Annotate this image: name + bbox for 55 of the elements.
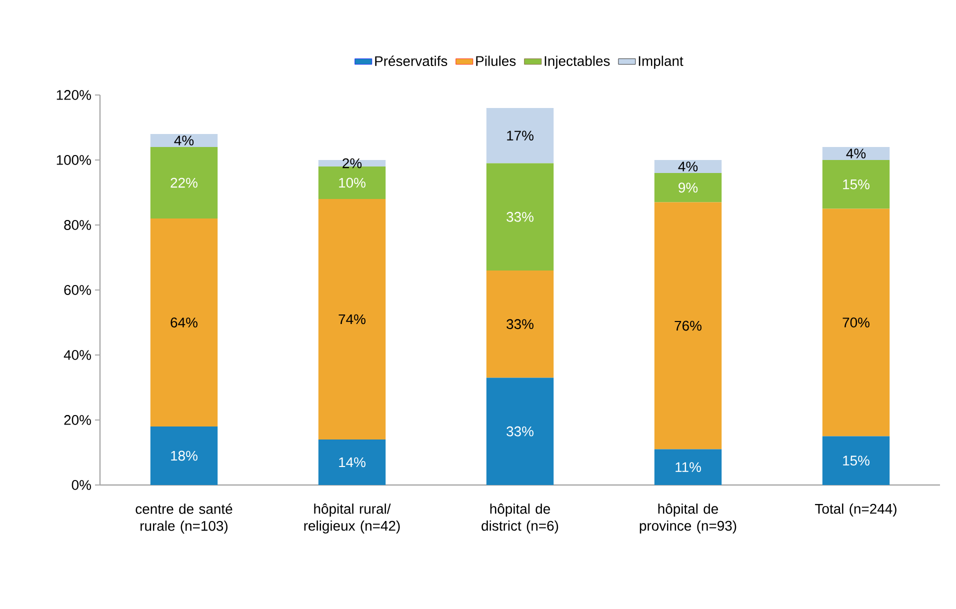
- bar: [654, 172, 722, 202]
- bar: [486, 108, 554, 164]
- data-label: 74%: [338, 314, 366, 324]
- data-label: 15%: [843, 456, 870, 466]
- bar: [822, 208, 890, 436]
- data-label: 64%: [170, 318, 198, 328]
- y-tick-label: 80%: [64, 220, 91, 230]
- x-tick-label: hôpital de province (n=93): [640, 504, 736, 534]
- data-label: 9%: [678, 182, 698, 193]
- data-label: 4%: [678, 162, 698, 172]
- bar: [822, 146, 890, 160]
- data-label: 18%: [171, 450, 198, 461]
- data-label: 15%: [843, 179, 870, 190]
- bar: [654, 449, 722, 485]
- data-label: 17%: [507, 130, 534, 140]
- bar: [486, 163, 554, 270]
- y-tick-label: 0%: [72, 480, 91, 490]
- x-tick-label: hôpital rural/ religieux (n=42): [304, 504, 400, 534]
- data-label: 2%: [342, 158, 362, 168]
- y-tick-label: 40%: [64, 350, 91, 360]
- bar: [150, 426, 218, 485]
- data-label: 11%: [676, 462, 701, 472]
- y-tick-label: 60%: [64, 285, 91, 295]
- data-label: 33%: [506, 212, 534, 222]
- x-tick-label: hôpital de district (n=6): [482, 504, 558, 534]
- bar: [318, 160, 386, 166]
- bar: [150, 218, 218, 426]
- data-label: 4%: [174, 136, 194, 146]
- data-label: 10%: [339, 178, 366, 188]
- x-tick-label: Total (n=244): [815, 504, 896, 517]
- bar: [318, 198, 386, 440]
- bar: [318, 440, 386, 485]
- y-tick-label: 120%: [56, 90, 91, 100]
- bar: [822, 160, 890, 209]
- data-label: 33%: [506, 426, 534, 436]
- legend-label: Préservatifs: [375, 56, 448, 66]
- data-label: 33%: [506, 319, 534, 330]
- y-tick-label: 100%: [56, 155, 91, 165]
- x-tick-label: centre de santé rurale (n=103): [136, 504, 232, 534]
- data-label: 76%: [674, 320, 702, 331]
- bar: [486, 378, 554, 485]
- legend-label: Pilules: [476, 56, 516, 66]
- y-tick-label: 20%: [64, 415, 91, 425]
- bar: [654, 160, 722, 173]
- bar: [822, 436, 890, 485]
- legend-label: Injectables: [544, 56, 610, 69]
- bar: [150, 146, 218, 218]
- bar: [150, 134, 218, 147]
- bar: [654, 202, 722, 450]
- data-label: 4%: [846, 148, 866, 158]
- data-label: 14%: [339, 457, 366, 468]
- legend-label: Implant: [638, 56, 684, 69]
- data-label: 70%: [842, 318, 870, 328]
- bar: [486, 270, 554, 378]
- data-label: 22%: [170, 178, 198, 188]
